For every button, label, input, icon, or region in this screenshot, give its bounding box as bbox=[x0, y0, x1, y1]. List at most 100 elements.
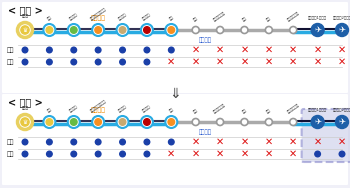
Text: ✕: ✕ bbox=[240, 137, 248, 147]
Text: 공항화물청사: 공항화물청사 bbox=[286, 102, 300, 114]
Circle shape bbox=[311, 24, 324, 36]
Circle shape bbox=[68, 116, 80, 128]
Text: 운서: 운서 bbox=[266, 108, 272, 114]
Text: 청라국제도시: 청라국제도시 bbox=[213, 11, 227, 22]
Circle shape bbox=[265, 118, 272, 126]
Circle shape bbox=[95, 27, 102, 33]
Circle shape bbox=[95, 59, 101, 65]
Text: ✕: ✕ bbox=[314, 45, 322, 55]
Text: 인천공항1터미널: 인천공항1터미널 bbox=[308, 15, 327, 19]
Circle shape bbox=[21, 118, 29, 126]
Circle shape bbox=[311, 115, 324, 129]
Text: ✕: ✕ bbox=[265, 149, 273, 159]
Text: ✕: ✕ bbox=[314, 137, 322, 147]
Text: ✕: ✕ bbox=[289, 57, 297, 67]
FancyBboxPatch shape bbox=[302, 109, 350, 162]
Circle shape bbox=[241, 27, 248, 33]
Text: < 현재 >: < 현재 > bbox=[8, 5, 43, 15]
Circle shape bbox=[119, 119, 126, 125]
Text: 김포공항: 김포공항 bbox=[142, 12, 152, 21]
Text: 인천공항2터미널: 인천공항2터미널 bbox=[332, 15, 350, 19]
Circle shape bbox=[18, 114, 33, 130]
Circle shape bbox=[92, 116, 104, 128]
Text: ✕: ✕ bbox=[216, 45, 224, 55]
Circle shape bbox=[70, 119, 77, 125]
Circle shape bbox=[120, 59, 125, 65]
Circle shape bbox=[71, 47, 77, 53]
Circle shape bbox=[92, 24, 104, 36]
Circle shape bbox=[336, 115, 349, 129]
Text: 서울역: 서울역 bbox=[21, 14, 29, 18]
Circle shape bbox=[22, 139, 28, 145]
Text: 공항화물청사: 공항화물청사 bbox=[286, 11, 300, 22]
Text: ♛: ♛ bbox=[22, 120, 27, 124]
Circle shape bbox=[265, 27, 272, 33]
Text: 하차: 하차 bbox=[6, 59, 14, 65]
Circle shape bbox=[165, 116, 177, 128]
Circle shape bbox=[47, 59, 52, 65]
Text: ✈: ✈ bbox=[314, 25, 321, 34]
Circle shape bbox=[95, 139, 101, 145]
Circle shape bbox=[46, 119, 53, 125]
Text: 검암: 검암 bbox=[193, 108, 199, 114]
Text: 계양: 계양 bbox=[168, 107, 174, 113]
Text: ✕: ✕ bbox=[265, 45, 273, 55]
Text: 직통열차: 직통열차 bbox=[91, 107, 106, 113]
Text: ✕: ✕ bbox=[192, 137, 200, 147]
Text: ✕: ✕ bbox=[289, 137, 297, 147]
Text: ♛: ♛ bbox=[22, 27, 27, 33]
Circle shape bbox=[95, 151, 101, 157]
FancyBboxPatch shape bbox=[2, 94, 348, 185]
Circle shape bbox=[22, 151, 28, 157]
Text: 공덕: 공덕 bbox=[46, 107, 52, 113]
Circle shape bbox=[47, 151, 52, 157]
Circle shape bbox=[217, 118, 224, 126]
FancyBboxPatch shape bbox=[2, 2, 348, 93]
Circle shape bbox=[168, 47, 174, 53]
Circle shape bbox=[71, 59, 77, 65]
Circle shape bbox=[22, 59, 28, 65]
Circle shape bbox=[144, 27, 150, 33]
Circle shape bbox=[71, 139, 77, 145]
Text: 홍대입구: 홍대입구 bbox=[69, 12, 79, 21]
Text: ✕: ✕ bbox=[338, 57, 346, 67]
Text: ✕: ✕ bbox=[216, 149, 224, 159]
Text: 계양: 계양 bbox=[168, 15, 174, 21]
Text: ✕: ✕ bbox=[338, 137, 346, 147]
Circle shape bbox=[144, 47, 150, 53]
Text: ✕: ✕ bbox=[265, 137, 273, 147]
Text: ✕: ✕ bbox=[314, 57, 322, 67]
Text: ✕: ✕ bbox=[192, 45, 200, 55]
Circle shape bbox=[47, 47, 52, 53]
Text: 일반열차: 일반열차 bbox=[199, 37, 212, 43]
Text: 홍대입구: 홍대입구 bbox=[69, 104, 79, 113]
Text: 디지털미디어시티: 디지털미디어시티 bbox=[89, 7, 107, 21]
Text: 인천공항2터미널: 인천공항2터미널 bbox=[332, 107, 350, 111]
Circle shape bbox=[315, 151, 320, 157]
Text: ✕: ✕ bbox=[240, 57, 248, 67]
Circle shape bbox=[120, 47, 125, 53]
Text: ✕: ✕ bbox=[192, 57, 200, 67]
Circle shape bbox=[46, 27, 53, 33]
Circle shape bbox=[43, 116, 55, 128]
Circle shape bbox=[168, 27, 175, 33]
Circle shape bbox=[18, 23, 33, 37]
Text: 영종: 영종 bbox=[241, 16, 247, 22]
Text: ✕: ✕ bbox=[192, 149, 200, 159]
Text: 운서: 운서 bbox=[266, 16, 272, 22]
Text: ⇓: ⇓ bbox=[169, 87, 181, 101]
Circle shape bbox=[217, 27, 224, 33]
Circle shape bbox=[120, 139, 125, 145]
Text: 직통열차: 직통열차 bbox=[91, 15, 106, 21]
Text: ✕: ✕ bbox=[216, 137, 224, 147]
Text: ✕: ✕ bbox=[240, 45, 248, 55]
Text: ✈: ✈ bbox=[314, 117, 321, 126]
Circle shape bbox=[117, 116, 128, 128]
Text: 영종: 영종 bbox=[241, 108, 247, 114]
Text: 하차: 하차 bbox=[6, 151, 14, 157]
Text: ✕: ✕ bbox=[167, 149, 175, 159]
Circle shape bbox=[119, 27, 126, 33]
Circle shape bbox=[165, 24, 177, 36]
Text: ✕: ✕ bbox=[289, 45, 297, 55]
Text: 승차: 승차 bbox=[6, 47, 14, 53]
